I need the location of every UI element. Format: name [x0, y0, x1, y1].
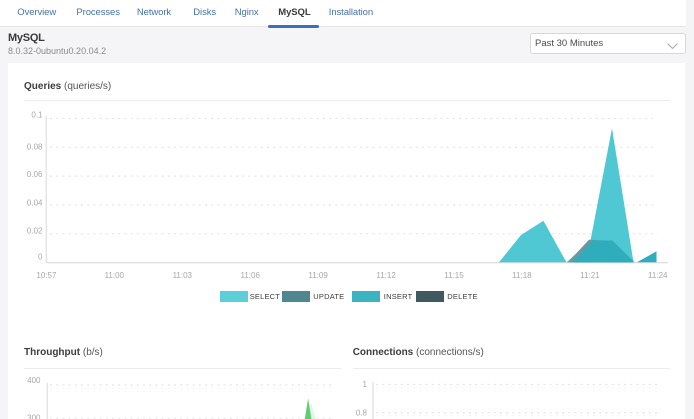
svg-text:11:03: 11:03: [173, 271, 193, 280]
svg-text:11:00: 11:00: [105, 271, 125, 280]
svg-text:0.02: 0.02: [27, 226, 43, 235]
svg-text:11:24: 11:24: [648, 271, 668, 280]
svg-text:11:09: 11:09: [308, 271, 328, 280]
svg-text:10:57: 10:57: [36, 271, 57, 280]
svg-text:11:15: 11:15: [444, 271, 464, 280]
svg-text:0.08: 0.08: [27, 143, 43, 152]
svg-text:300: 300: [27, 414, 41, 419]
svg-text:11:06: 11:06: [240, 271, 260, 280]
svg-text:11:21: 11:21: [580, 271, 600, 280]
svg-text:0: 0: [38, 253, 43, 262]
svg-text:0.06: 0.06: [27, 170, 43, 179]
svg-text:11:12: 11:12: [376, 271, 396, 280]
svg-text:0.1: 0.1: [31, 111, 43, 120]
svg-text:11:18: 11:18: [512, 271, 532, 280]
svg-text:400: 400: [27, 376, 41, 385]
svg-text:0.04: 0.04: [27, 198, 43, 207]
svg-text:1: 1: [363, 380, 368, 389]
svg-text:0.8: 0.8: [356, 408, 368, 417]
